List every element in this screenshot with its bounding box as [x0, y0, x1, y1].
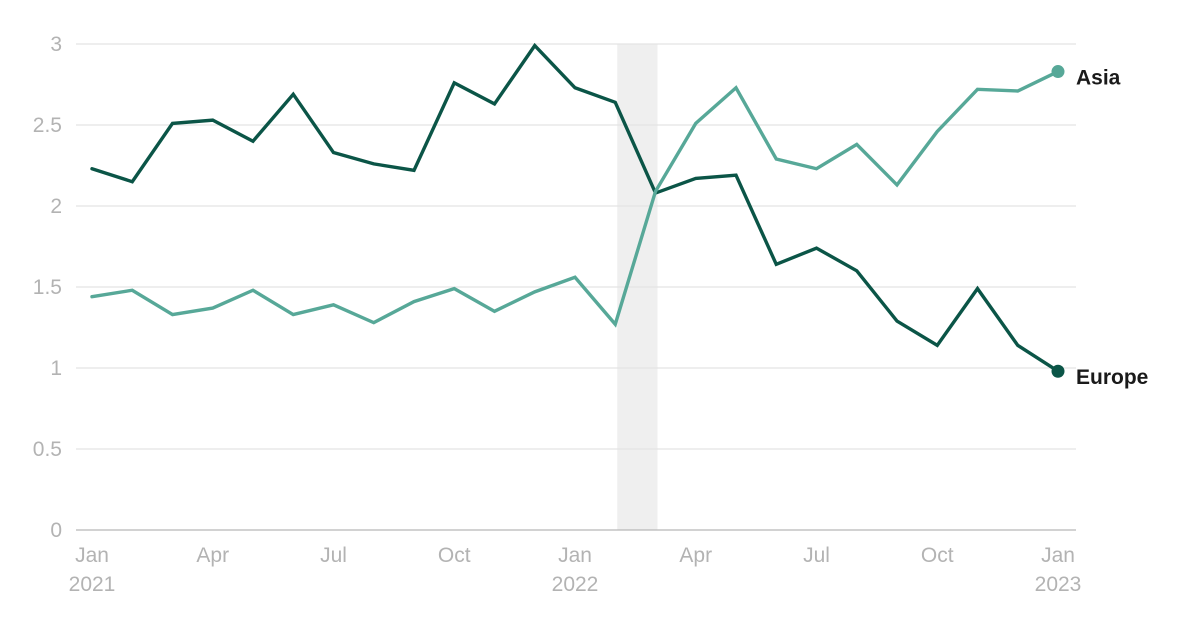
- x-axis-ticks: Jan 2021 Apr Jul Oct Jan 2022 Apr Jul Oct Jan 2023: [69, 544, 1082, 596]
- x-tick-label: Oct: [921, 544, 954, 567]
- y-tick-label: 0: [50, 519, 62, 542]
- y-tick-label: 3: [50, 33, 62, 56]
- x-tick-label: Jan 2022: [552, 544, 599, 596]
- y-tick-label: 2: [50, 195, 62, 218]
- series-label-europe: Europe: [1076, 366, 1148, 389]
- series-end-point-europe: [1051, 364, 1065, 378]
- y-tick-label: 1: [50, 357, 62, 380]
- x-tick-label: Jan 2021: [69, 544, 116, 596]
- y-tick-label: 1.5: [33, 276, 62, 299]
- series-label-asia: Asia: [1076, 67, 1121, 90]
- series-lines: [90, 42, 1065, 378]
- y-axis-ticks: 0 0.5 1 1.5 2 2.5 3: [33, 33, 62, 542]
- x-tick-label: Jul: [803, 544, 830, 567]
- x-tick-label: Oct: [438, 544, 471, 567]
- series-end-point-asia: [1051, 65, 1065, 79]
- series-line-asia: [90, 69, 1060, 328]
- y-tick-label: 0.5: [33, 438, 62, 461]
- x-tick-label: Apr: [196, 544, 229, 567]
- y-tick-label: 2.5: [33, 114, 62, 137]
- x-tick-label: Jul: [320, 544, 347, 567]
- series-line-europe: [90, 42, 1060, 373]
- x-tick-label: Apr: [679, 544, 712, 567]
- gridlines: [76, 43, 1076, 531]
- x-tick-label: Jan 2023: [1035, 544, 1082, 596]
- series-labels: Europe Asia: [1076, 67, 1148, 390]
